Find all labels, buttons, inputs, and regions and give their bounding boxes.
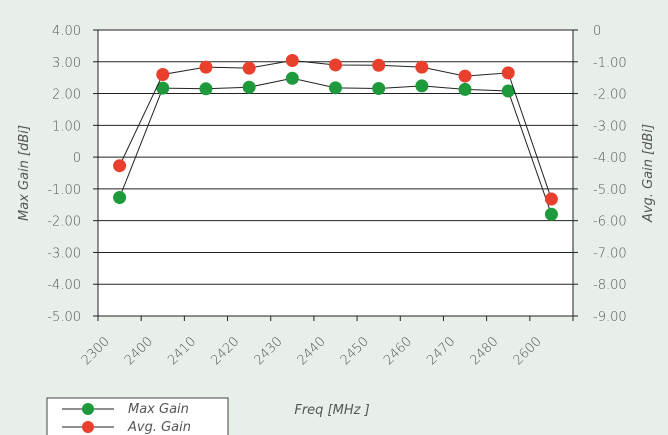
x-tick-label: 2460 — [381, 334, 415, 368]
y2-tick-label: -3.00 — [593, 119, 627, 134]
y-tick-label: -3.00 — [47, 246, 81, 261]
data-point-max-gain — [113, 190, 127, 204]
y-tick-label: -2.00 — [47, 215, 81, 230]
y-axis-label: Max Gain [dBi] — [17, 125, 32, 221]
data-point-avg-gain — [156, 67, 170, 81]
y-tick-label: 2.00 — [52, 88, 81, 103]
y-tick-label: -5.00 — [47, 310, 81, 325]
x-tick-label: 2410 — [165, 334, 199, 368]
y2-tick-label: -4.00 — [593, 151, 627, 166]
data-point-max-gain — [285, 71, 299, 85]
y-tick-label: 3.00 — [52, 56, 81, 71]
x-tick-label: 2480 — [467, 334, 501, 368]
x-tick-label: 2430 — [252, 334, 286, 368]
x-tick-label: 2300 — [79, 334, 113, 368]
data-point-max-gain — [199, 82, 213, 96]
legend: Max Gain Avg. Gain — [46, 397, 229, 435]
data-point-max-gain — [458, 82, 472, 96]
data-point-avg-gain — [113, 159, 127, 173]
legend-marker-avg-gain — [82, 421, 94, 433]
y2-tick-label: -2.00 — [593, 88, 627, 103]
y2-tick-label: -6.00 — [593, 215, 627, 230]
data-point-avg-gain — [372, 58, 386, 72]
y-tick-label: 4.00 — [52, 24, 81, 39]
data-point-avg-gain — [329, 58, 342, 72]
y2-tick-label: -9.00 — [593, 310, 627, 325]
x-axis-label: Freq [MHz ] — [294, 403, 369, 418]
data-point-avg-gain — [501, 66, 515, 80]
data-point-max-gain — [544, 207, 558, 221]
y-tick-label: -1.00 — [47, 183, 81, 198]
x-tick-label: 2470 — [424, 334, 458, 368]
data-point-max-gain — [156, 81, 170, 95]
x-tick-label: 2420 — [208, 334, 242, 368]
y2-tick-label: 0 — [593, 24, 601, 39]
y2-tick-label: -8.00 — [593, 278, 627, 293]
data-point-max-gain — [501, 84, 515, 98]
x-tick-label: 2600 — [511, 334, 545, 368]
data-point-max-gain — [372, 81, 386, 95]
y2-tick-label: -1.00 — [593, 56, 627, 71]
y-tick-label: 0 — [73, 151, 81, 166]
y2-tick-label: -5.00 — [593, 183, 627, 198]
x-tick-label: 2450 — [338, 334, 372, 368]
legend-marker-max-gain — [82, 403, 94, 415]
data-point-avg-gain — [242, 61, 256, 75]
data-point-max-gain — [329, 81, 342, 95]
data-point-avg-gain — [199, 60, 213, 74]
data-point-max-gain — [415, 79, 429, 93]
y2-axis-label: Avg. Gain [dBi] — [641, 124, 656, 223]
legend-box — [46, 397, 229, 435]
legend-label-max-gain: Max Gain — [128, 402, 189, 417]
legend-label-avg-gain: Avg. Gain — [127, 420, 191, 435]
y-tick-label: 1.00 — [52, 119, 81, 134]
data-point-avg-gain — [285, 54, 299, 68]
plot-area — [98, 30, 573, 316]
y2-tick-label: -7.00 — [593, 246, 627, 261]
y-tick-label: -4.00 — [47, 278, 81, 293]
data-point-avg-gain — [544, 192, 558, 206]
x-tick-label: 2400 — [122, 334, 156, 368]
data-point-avg-gain — [458, 69, 472, 83]
x-tick-label: 2440 — [295, 334, 329, 368]
data-point-avg-gain — [415, 60, 429, 74]
data-point-max-gain — [242, 80, 256, 94]
data-series — [113, 54, 558, 221]
